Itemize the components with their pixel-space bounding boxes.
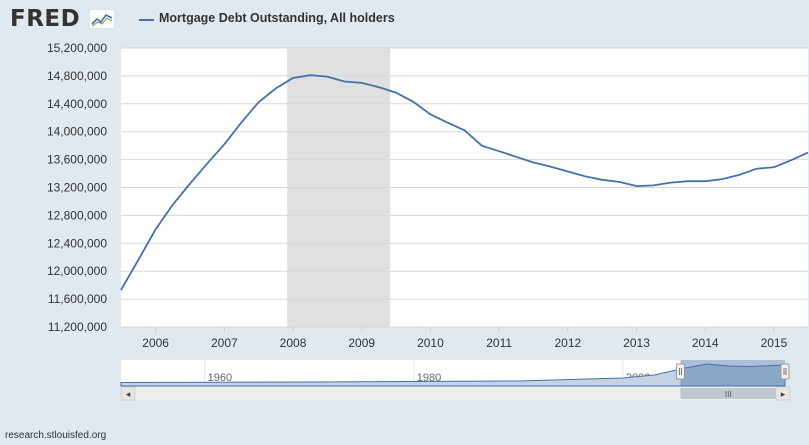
series-line xyxy=(120,74,809,291)
scrollbar-grip: III xyxy=(725,390,732,399)
scrollbar-thumb[interactable] xyxy=(680,388,776,399)
legend-series-label: Mortgage Debt Outstanding, All holders xyxy=(159,11,395,25)
navigator-handle-right[interactable] xyxy=(780,363,790,380)
navigator-series xyxy=(120,363,786,387)
y-tick-label: 14,000,000 xyxy=(47,125,107,139)
chart-header: FRED Mortgage Debt Outstanding, All hold… xyxy=(0,0,809,40)
y-tick-label: 11,200,000 xyxy=(48,320,107,334)
x-tick-label: 2006 xyxy=(142,336,169,350)
y-tick-label: 14,400,000 xyxy=(47,97,107,111)
y-tick-label: 12,400,000 xyxy=(47,236,107,250)
source-link[interactable]: research.stlouisfed.org xyxy=(5,430,107,441)
y-tick-label: 14,800,000 xyxy=(47,69,107,83)
x-tick-label: 2011 xyxy=(486,336,512,350)
scroll-left-button[interactable] xyxy=(120,386,136,401)
y-tick-label: 12,000,000 xyxy=(47,264,107,278)
legend-series-swatch xyxy=(139,19,154,21)
trend-line-icon xyxy=(89,9,115,29)
range-navigator[interactable]: 196019802000◂▸III xyxy=(120,360,791,401)
x-tick-label: 2015 xyxy=(761,336,788,350)
x-tick-label: 2007 xyxy=(211,336,238,350)
x-tick-label: 2012 xyxy=(554,336,581,350)
navigator-handle-left[interactable] xyxy=(675,363,685,380)
chevron-right-icon: ▸ xyxy=(781,389,786,399)
x-tick-label: 2014 xyxy=(692,336,719,350)
x-tick-label: 2010 xyxy=(417,336,444,350)
y-tick-label: 13,200,000 xyxy=(47,181,107,195)
x-tick-label: 2013 xyxy=(623,336,650,350)
x-tick-label: 2009 xyxy=(348,336,375,350)
navigator-window[interactable] xyxy=(680,360,785,386)
scrollbar-track[interactable] xyxy=(121,387,790,400)
fred-logo[interactable]: FRED xyxy=(10,6,81,32)
y-tick-label: 15,200,000 xyxy=(47,41,107,55)
y-tick-label: 12,800,000 xyxy=(47,208,107,222)
x-tick-label: 2008 xyxy=(280,336,307,350)
y-tick-label: 11,600,000 xyxy=(48,292,107,306)
y-tick-label: 13,600,000 xyxy=(47,153,107,167)
navigator-tick-label: 1960 xyxy=(208,372,232,384)
chevron-left-icon: ◂ xyxy=(126,389,131,399)
